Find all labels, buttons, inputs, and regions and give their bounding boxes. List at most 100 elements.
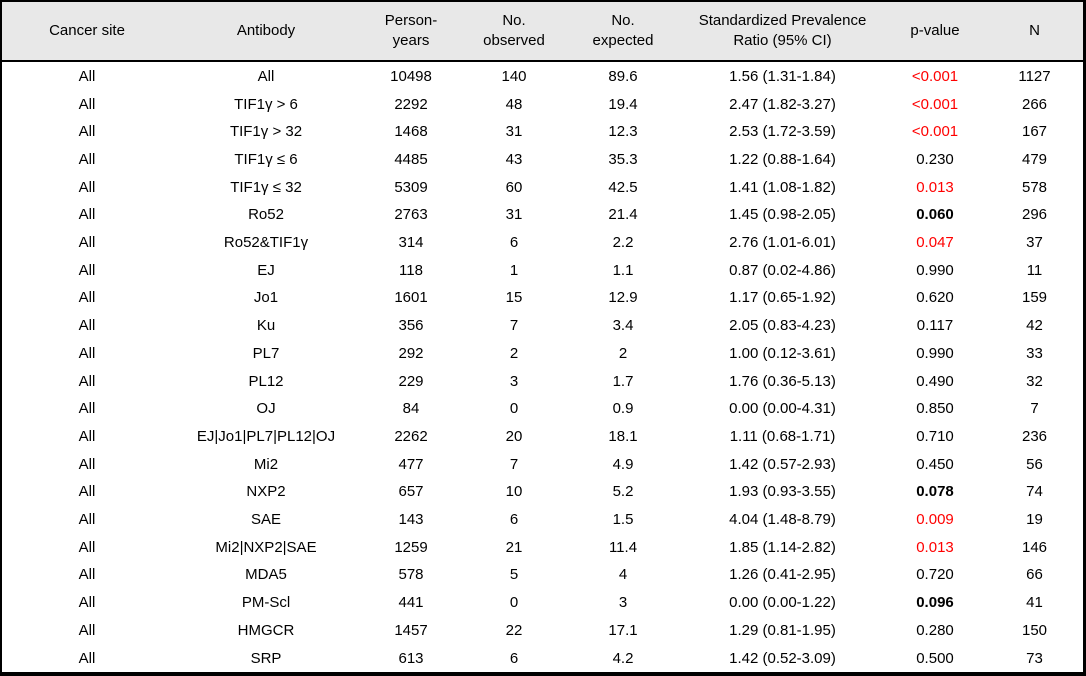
cell-no-observed: 31 — [505, 206, 523, 224]
cell-no-expected: 89.6 — [608, 67, 638, 85]
cell-p-value: 0.990 — [916, 344, 954, 362]
header-label: observed — [483, 32, 545, 49]
cell-person-years: 356 — [398, 317, 424, 335]
cell-no-expected: 19.4 — [608, 95, 638, 113]
cell-antibody: Ku — [256, 317, 276, 335]
cell-no-observed: 7 — [509, 455, 519, 473]
cell-n: 66 — [1026, 566, 1043, 584]
cell-no-expected: 5.2 — [612, 483, 634, 501]
cell-p-value: <0.001 — [911, 95, 959, 113]
cell-p-value: 0.850 — [916, 400, 954, 418]
cell-n: 56 — [1026, 455, 1043, 473]
cell-spr-ci: 1.11 (0.68-1.71) — [729, 427, 836, 445]
cell-no-observed: 48 — [505, 95, 523, 113]
cell-no-expected: 21.4 — [608, 206, 638, 224]
header-label: p-value — [910, 21, 960, 39]
cell-antibody: OJ — [256, 400, 276, 418]
header-antibody: Antibody — [172, 2, 360, 62]
cell-antibody: MDA5 — [245, 566, 287, 584]
table-row: All OJ 84 0 0.9 0.00 (0.00-4.31) 0.850 7 — [2, 395, 1083, 423]
cell-antibody: PM-Scl — [241, 594, 291, 612]
table-row: All SAE 143 6 1.5 4.04 (1.48-8.79) 0.009… — [2, 506, 1083, 534]
cell-n: 236 — [1021, 427, 1048, 445]
cell-spr-ci: 1.85 (1.14-2.82) — [729, 538, 836, 556]
cell-cancer-site: All — [78, 289, 96, 307]
table-row: All Mi2 477 7 4.9 1.42 (0.57-2.93) 0.450… — [2, 450, 1083, 478]
cell-p-value: 0.490 — [916, 372, 954, 390]
cell-p-value: 0.047 — [916, 234, 954, 252]
cell-p-value: 0.078 — [916, 483, 954, 501]
cell-n: 73 — [1026, 649, 1043, 667]
cell-person-years: 2292 — [394, 95, 428, 113]
cell-spr-ci: 1.45 (0.98-2.05) — [729, 206, 836, 224]
cell-no-observed: 2 — [509, 344, 519, 362]
cell-p-value: 0.620 — [916, 289, 954, 307]
table-row: All HMGCR 1457 22 17.1 1.29 (0.81-1.95) … — [2, 616, 1083, 644]
cell-antibody: Ro52&TIF1γ — [223, 234, 309, 252]
table-row: All SRP 613 6 4.2 1.42 (0.52-3.09) 0.500… — [2, 644, 1083, 672]
table-row: All TIF1γ > 6 2292 48 19.4 2.47 (1.82-3.… — [2, 90, 1083, 118]
cell-person-years: 441 — [398, 594, 424, 612]
cell-spr-ci: 1.56 (1.31-1.84) — [729, 67, 836, 85]
cell-antibody: SAE — [250, 510, 281, 528]
cell-person-years: 10498 — [390, 67, 432, 85]
cell-no-observed: 31 — [505, 123, 523, 141]
cell-no-observed: 0 — [509, 594, 519, 612]
table-body: All All 10498 140 89.6 1.56 (1.31-1.84) … — [2, 61, 1083, 672]
cell-spr-ci: 2.05 (0.83-4.23) — [729, 317, 836, 335]
cell-antibody: Jo1 — [253, 289, 279, 307]
cell-person-years: 2262 — [394, 427, 428, 445]
cell-cancer-site: All — [78, 455, 96, 473]
cell-no-expected: 3 — [618, 594, 628, 612]
cell-person-years: 578 — [398, 566, 424, 584]
cell-no-observed: 5 — [509, 566, 519, 584]
table-row: All Jo1 1601 15 12.9 1.17 (0.65-1.92) 0.… — [2, 284, 1083, 312]
cell-spr-ci: 1.41 (1.08-1.82) — [729, 178, 836, 196]
cell-antibody: HMGCR — [237, 621, 295, 639]
cell-antibody: Mi2|NXP2|SAE — [215, 538, 317, 556]
cell-n: 296 — [1021, 206, 1048, 224]
header-spr-ci: Standardized Prevalence Ratio (95% CI) — [680, 2, 885, 62]
cell-person-years: 314 — [398, 234, 424, 252]
cell-p-value: 0.720 — [916, 566, 954, 584]
cell-spr-ci: 1.42 (0.57-2.93) — [729, 455, 836, 473]
cell-spr-ci: 1.22 (0.88-1.64) — [729, 151, 836, 169]
cell-cancer-site: All — [78, 178, 96, 196]
table-row: All All 10498 140 89.6 1.56 (1.31-1.84) … — [2, 61, 1083, 90]
cell-no-expected: 11.4 — [608, 538, 638, 556]
cell-person-years: 2763 — [394, 206, 428, 224]
cell-n: 37 — [1026, 234, 1043, 252]
cell-cancer-site: All — [78, 594, 96, 612]
cell-p-value: 0.280 — [916, 621, 954, 639]
cell-p-value: 0.450 — [916, 455, 954, 473]
header-n: N — [985, 2, 1083, 62]
cell-antibody: PL12 — [248, 372, 284, 390]
cell-cancer-site: All — [78, 317, 96, 335]
cell-cancer-site: All — [78, 67, 96, 85]
header-no-observed: No. observed — [462, 2, 566, 62]
cell-person-years: 5309 — [394, 178, 428, 196]
table-row: All TIF1γ ≤ 32 5309 60 42.5 1.41 (1.08-1… — [2, 173, 1083, 201]
header-cancer-site: Cancer site — [2, 2, 172, 62]
cell-n: 19 — [1026, 510, 1043, 528]
cell-spr-ci: 2.53 (1.72-3.59) — [729, 123, 836, 141]
cell-no-observed: 20 — [505, 427, 523, 445]
table-row: All EJ 118 1 1.1 0.87 (0.02-4.86) 0.990 … — [2, 256, 1083, 284]
cell-person-years: 1457 — [394, 621, 428, 639]
cell-cancer-site: All — [78, 151, 96, 169]
cell-spr-ci: 1.00 (0.12-3.61) — [729, 344, 836, 362]
cell-spr-ci: 1.17 (0.65-1.92) — [729, 289, 836, 307]
cell-no-expected: 2 — [618, 344, 628, 362]
cell-no-observed: 6 — [509, 510, 519, 528]
cell-person-years: 84 — [402, 400, 420, 418]
cell-person-years: 1468 — [394, 123, 428, 141]
header-label: Antibody — [236, 21, 296, 39]
cell-no-observed: 21 — [505, 538, 523, 556]
cell-no-expected: 18.1 — [608, 427, 638, 445]
cell-n: 167 — [1021, 123, 1048, 141]
cell-cancer-site: All — [78, 261, 96, 279]
header-no-expected: No. expected — [566, 2, 680, 62]
cell-cancer-site: All — [78, 510, 96, 528]
